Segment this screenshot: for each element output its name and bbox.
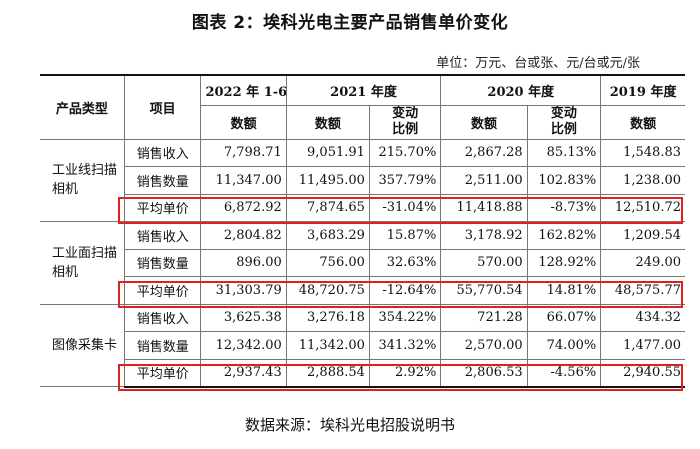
cell-value: 1,209.54 (600, 221, 685, 250)
category-area-scan-camera: 工业面扫描相机 (40, 221, 125, 305)
row-item: 销售数量 (123, 166, 202, 195)
cell-value: 2,888.54 (285, 358, 370, 388)
cell-value: 1,548.83 (600, 138, 685, 167)
cell-value: 2,940.55 (600, 358, 685, 388)
table-row: 销售数量 896.00 756.00 32.63% 570.00 128.92%… (40, 248, 685, 277)
highlight-box-frame-grabber-avg-price (118, 364, 683, 391)
cell-value: 756.00 (285, 248, 370, 277)
table-row: 销售数量 11,347.00 11,495.00 357.79% 2,511.0… (40, 166, 685, 195)
cell-value: 3,683.29 (285, 221, 370, 250)
table-row: 图像采集卡 销售收入 3,625.38 3,276.18 354.22% 721… (40, 303, 685, 387)
cell-value: 2,804.82 (200, 221, 287, 250)
header-row-1: 产品类型 项目 2022 年 1-6 月 2021 年度 2020 年度 201… (40, 74, 685, 140)
table-row: 工业面扫描相机 销售收入 2,804.82 3,683.29 15.87% 3,… (40, 221, 685, 305)
row-item: 销售收入 (123, 221, 202, 250)
header-item: 项目 (123, 74, 202, 140)
row-item: 平均单价 (123, 193, 202, 222)
cell-value: 249.00 (600, 248, 685, 277)
cell-change: 341.32% (368, 331, 442, 360)
category-frame-grabber: 图像采集卡 (40, 303, 125, 387)
cell-value: 3,178.92 (440, 221, 528, 250)
cell-change: 15.87% (368, 221, 442, 250)
cell-value: 721.28 (440, 303, 528, 332)
cell-value: 7,798.71 (200, 138, 287, 167)
cell-value: 3,625.38 (200, 303, 287, 332)
category-line-scan-camera: 工业线扫描相机 (40, 138, 125, 222)
cell-value: 2,511.00 (440, 166, 528, 195)
cell-change: 102.83% (526, 166, 602, 195)
price-table: 产品类型 项目 2022 年 1-6 月 2021 年度 2020 年度 201… (40, 74, 685, 388)
cell-value: 3,276.18 (285, 303, 370, 332)
cell-value: 896.00 (200, 248, 287, 277)
cell-change: -12.64% (368, 276, 442, 305)
source-caption: 数据来源：埃科光电招股说明书 (244, 416, 455, 434)
header-period-2022h1: 2022 年 1-6 月 (200, 74, 287, 106)
header-change-2020-text: 变动比例 (550, 106, 577, 137)
cell-change: 162.82% (526, 221, 602, 250)
unit-note: 单位：万元、台或张、元/台或元/张 (436, 56, 640, 71)
header-change-2020: 变动比例 (526, 104, 602, 140)
cell-change: 128.92% (526, 248, 602, 277)
row-item: 平均单价 (123, 276, 202, 305)
cell-change: 74.00% (526, 331, 602, 360)
cell-value: 2,806.53 (440, 358, 528, 388)
cell-value: 9,051.91 (285, 138, 370, 167)
cell-change: -4.56% (526, 358, 602, 388)
table-row: 销售数量 12,342.00 11,342.00 341.32% 2,570.0… (40, 331, 685, 360)
table-row-avg-price: 平均单价 2,937.43 2,888.54 2.92% 2,806.53 -4… (40, 358, 685, 388)
cell-value: 11,347.00 (200, 166, 287, 195)
header-amount-2021: 数额 (285, 104, 370, 140)
header-change-2021-text: 变动比例 (392, 106, 419, 137)
cell-change: 2.92% (368, 358, 442, 388)
cell-value: 55,770.54 (440, 276, 528, 305)
cell-value: 2,570.00 (440, 331, 528, 360)
table-row: 工业线扫描相机 销售收入 7,798.71 9,051.91 215.70% 2… (40, 138, 685, 222)
header-period-2019: 2019 年度 (600, 74, 685, 106)
cell-change: 357.79% (368, 166, 442, 195)
row-item: 销售收入 (123, 303, 202, 332)
cell-value: 11,495.00 (285, 166, 370, 195)
header-period-2021: 2021 年度 (285, 74, 442, 106)
row-item: 销售数量 (123, 331, 202, 360)
highlight-box-area-scan-avg-price (118, 281, 683, 308)
cell-value: 434.32 (600, 303, 685, 332)
header-product-type: 产品类型 (40, 74, 125, 140)
cell-value: 570.00 (440, 248, 528, 277)
table-row-avg-price: 平均单价 31,303.79 48,720.75 -12.64% 55,770.… (40, 276, 685, 305)
row-item: 平均单价 (123, 358, 202, 388)
header-amount-2022h1: 数额 (200, 104, 287, 140)
cell-change: 354.22% (368, 303, 442, 332)
cell-change: 14.81% (526, 276, 602, 305)
header-period-2020: 2020 年度 (440, 74, 602, 106)
header-row-2: 数额 数额 变动比例 数额 变动比例 数额 (40, 104, 685, 140)
cell-change: 85.13% (526, 138, 602, 167)
cell-value: 2,937.43 (200, 358, 287, 388)
highlight-box-line-scan-avg-price (118, 197, 683, 224)
cell-value: 1,477.00 (600, 331, 685, 360)
cell-change: 215.70% (368, 138, 442, 167)
header-amount-2019: 数额 (600, 104, 685, 140)
cell-value: 11,342.00 (285, 331, 370, 360)
figure-title: 图表 2：埃科光电主要产品销售单价变化 (191, 13, 509, 33)
row-item: 销售收入 (123, 138, 202, 167)
cell-value: 48,575.77 (600, 276, 685, 305)
cell-value: 12,342.00 (200, 331, 287, 360)
row-item: 销售数量 (123, 248, 202, 277)
cell-value: 2,867.28 (440, 138, 528, 167)
cell-value: 1,238.00 (600, 166, 685, 195)
cell-change: 32.63% (368, 248, 442, 277)
cell-change: 66.07% (526, 303, 602, 332)
header-change-2021: 变动比例 (368, 104, 442, 140)
header-amount-2020: 数额 (440, 104, 528, 140)
